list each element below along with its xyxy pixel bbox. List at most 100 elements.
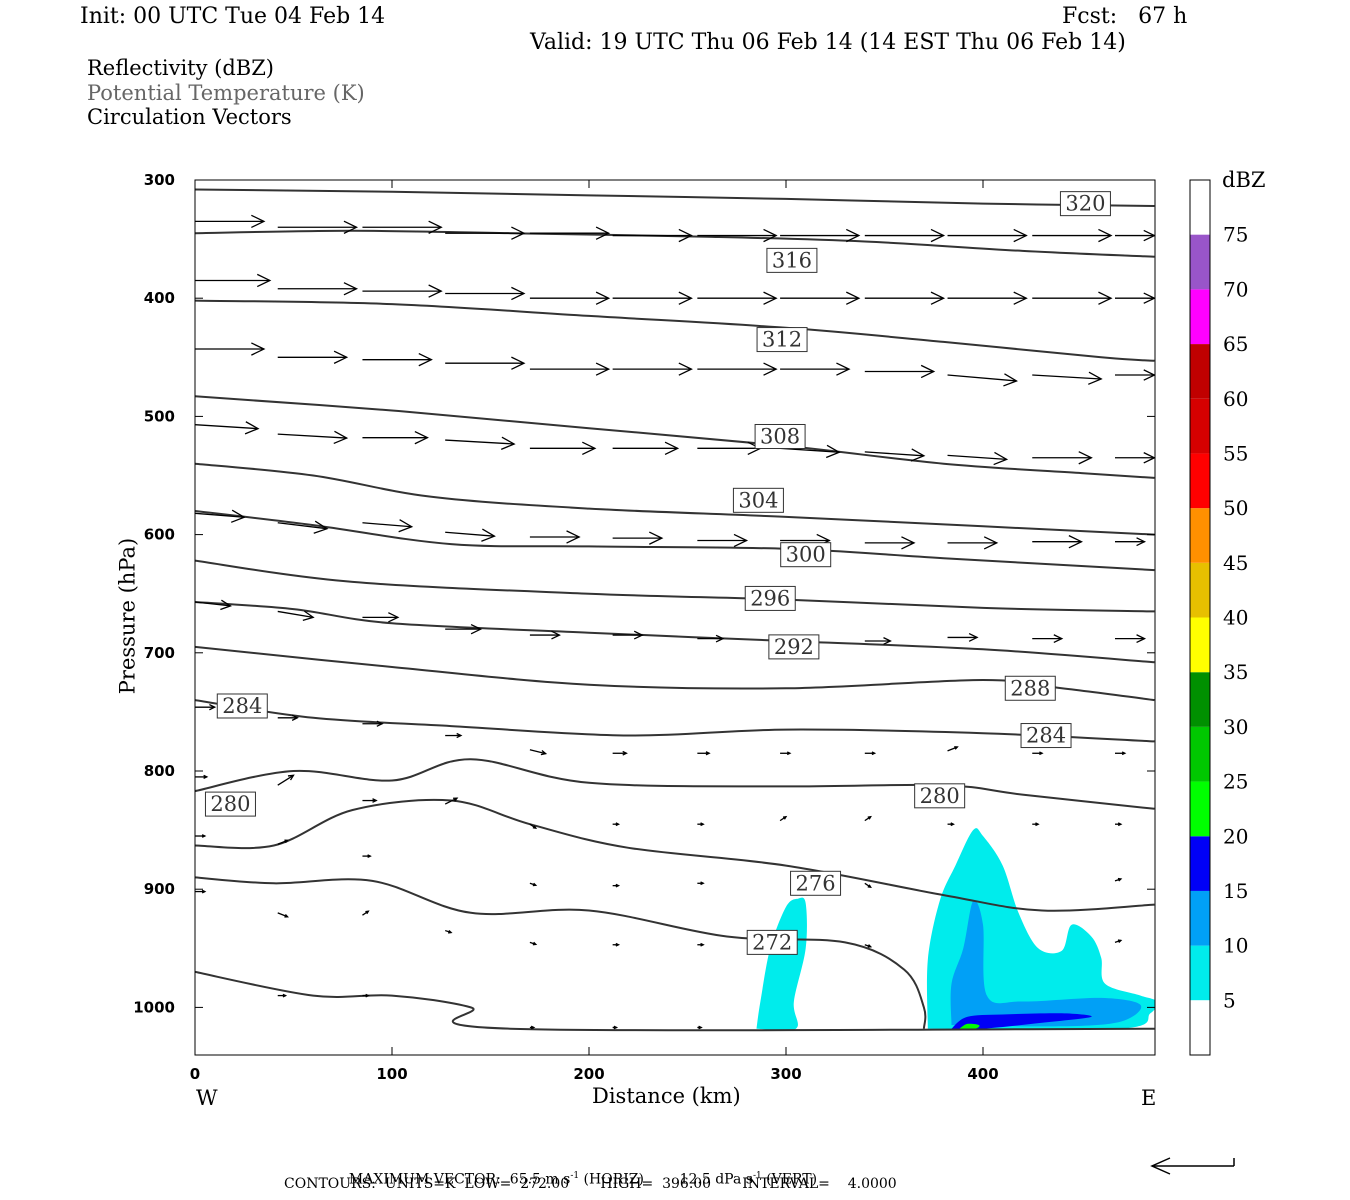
y-tick-label: 700 bbox=[144, 644, 175, 662]
circulation-vector-head bbox=[1013, 291, 1028, 305]
colorbar-level-label: 45 bbox=[1223, 551, 1248, 575]
circulation-vector bbox=[195, 512, 245, 518]
colorbar-band-top bbox=[1190, 180, 1210, 235]
theta-contour-316 bbox=[195, 299, 1155, 362]
x-tick-label: 400 bbox=[967, 1065, 998, 1083]
circulation-vector-head bbox=[883, 637, 892, 645]
circulation-vector-head bbox=[1003, 373, 1018, 387]
circulation-vector-head bbox=[333, 350, 349, 364]
colorbar-level-label: 35 bbox=[1223, 660, 1248, 684]
contour-label-box bbox=[780, 542, 832, 568]
circulation-vector bbox=[195, 424, 259, 430]
x-axis-title: Distance (km) bbox=[592, 1084, 741, 1108]
contour-label-box bbox=[790, 870, 842, 896]
contour-label: 300 bbox=[786, 543, 826, 567]
field-reflectivity: Reflectivity (dBZ) bbox=[87, 56, 275, 80]
circulation-vector-head bbox=[615, 883, 621, 888]
theta-contour-280 bbox=[195, 798, 1155, 912]
circulation-vector-head bbox=[201, 834, 207, 838]
contour-label: 288 bbox=[1010, 676, 1050, 700]
circulation-vector bbox=[444, 797, 458, 805]
circulation-vector bbox=[277, 774, 294, 786]
circulation-vector-head bbox=[302, 610, 315, 621]
circulation-vector-head bbox=[930, 291, 946, 305]
circulation-vector-head bbox=[782, 815, 788, 820]
x-tick-label: 300 bbox=[770, 1065, 801, 1083]
circulation-vector-head bbox=[532, 825, 538, 829]
max-vector-vert: (HORIZ) 12.5 dPa s bbox=[579, 1171, 753, 1188]
colorbar-band-bottom bbox=[1190, 1000, 1210, 1055]
circulation-vector-head bbox=[615, 822, 621, 827]
circulation-vector-head bbox=[582, 441, 597, 455]
colorbar-band bbox=[1190, 289, 1210, 345]
contour-label-box bbox=[756, 327, 808, 353]
circulation-vector-head bbox=[1098, 228, 1113, 243]
circulation-vector-head bbox=[220, 599, 232, 611]
plot-frame bbox=[194, 179, 1156, 1056]
circulation-vector bbox=[864, 451, 924, 457]
circulation-vector-head bbox=[763, 362, 778, 376]
circulation-vector-head bbox=[1143, 452, 1155, 464]
contour-label-box bbox=[1020, 723, 1072, 749]
circulation-vector-head bbox=[983, 536, 999, 550]
circulation-vector bbox=[947, 454, 1007, 460]
contour-label: 276 bbox=[796, 871, 836, 895]
circulation-vector-head bbox=[613, 1025, 619, 1030]
contours-note: CONTOURS: UNITS=K LOW= 272.00 HIGH= 396.… bbox=[284, 1176, 897, 1192]
y-tick-label: 900 bbox=[144, 880, 175, 898]
circulation-vector-head bbox=[1121, 751, 1127, 756]
colorbar-level-label: 25 bbox=[1223, 770, 1248, 794]
reference-vector-icon bbox=[1150, 1157, 1235, 1175]
circulation-vector-head bbox=[1053, 634, 1064, 644]
circulation-vector bbox=[195, 601, 231, 607]
colorbar-level-label: 50 bbox=[1223, 496, 1248, 520]
circulation-vector-head bbox=[1143, 229, 1155, 242]
circulation-vector-head bbox=[1136, 537, 1147, 547]
circulation-vector-head bbox=[287, 774, 295, 781]
circulation-vector-head bbox=[511, 356, 526, 370]
circulation-vector bbox=[445, 439, 515, 445]
circulation-vector-head bbox=[867, 815, 872, 820]
contour-label-box bbox=[754, 423, 806, 449]
circulation-vector-head bbox=[595, 291, 611, 305]
contour-label-box bbox=[768, 634, 820, 660]
circulation-vector-head bbox=[698, 1025, 703, 1030]
circulation-vector bbox=[277, 839, 288, 845]
theta-contour-320 bbox=[195, 229, 1155, 258]
circulation-vector-head bbox=[763, 291, 778, 305]
theta-contour-layer bbox=[195, 188, 1155, 1032]
circulation-vector-head bbox=[333, 430, 349, 445]
colorbar-level-label: 55 bbox=[1223, 441, 1248, 465]
circulation-vector-head bbox=[649, 531, 664, 545]
circulation-vector-head bbox=[376, 720, 384, 727]
circulation-vector-head bbox=[920, 364, 936, 379]
reflectivity-20-region bbox=[959, 1023, 980, 1029]
circulation-vector-head bbox=[595, 226, 611, 240]
circulation-vector-head bbox=[532, 882, 538, 887]
colorbar-band bbox=[1190, 726, 1210, 782]
circulation-vector-head bbox=[456, 732, 463, 739]
circulation-vector-head bbox=[678, 362, 693, 376]
circulation-vector-head bbox=[1013, 228, 1028, 243]
reflectivity-5-region bbox=[756, 897, 807, 1031]
theta-contour-276 bbox=[195, 876, 927, 1029]
max-vector-note: MAXIMUM VECTOR: 65.5 m s-1 (HORIZ) 12.5 … bbox=[340, 1158, 817, 1187]
circulation-vector-head bbox=[251, 342, 266, 356]
circulation-vector-head bbox=[365, 993, 370, 998]
x-tick-label: 0 bbox=[190, 1065, 200, 1083]
circulation-vector-head bbox=[511, 286, 526, 301]
circulation-vector-head bbox=[1136, 634, 1147, 644]
contour-label: 304 bbox=[738, 488, 778, 512]
circulation-vector-head bbox=[1117, 877, 1123, 882]
colorbar-band bbox=[1190, 234, 1210, 290]
circulation-vector-head bbox=[313, 520, 329, 534]
circulation-vector-head bbox=[244, 421, 260, 435]
theta-contour-324 bbox=[195, 188, 1155, 207]
contour-label: 316 bbox=[772, 248, 812, 272]
circulation-vector-head bbox=[256, 273, 272, 288]
circulation-vector-head bbox=[511, 226, 526, 240]
circulation-vector-head bbox=[500, 436, 516, 450]
circulation-vector-head bbox=[284, 839, 289, 844]
circulation-vector-head bbox=[530, 1025, 536, 1030]
theta-contour-284 bbox=[195, 758, 1155, 810]
